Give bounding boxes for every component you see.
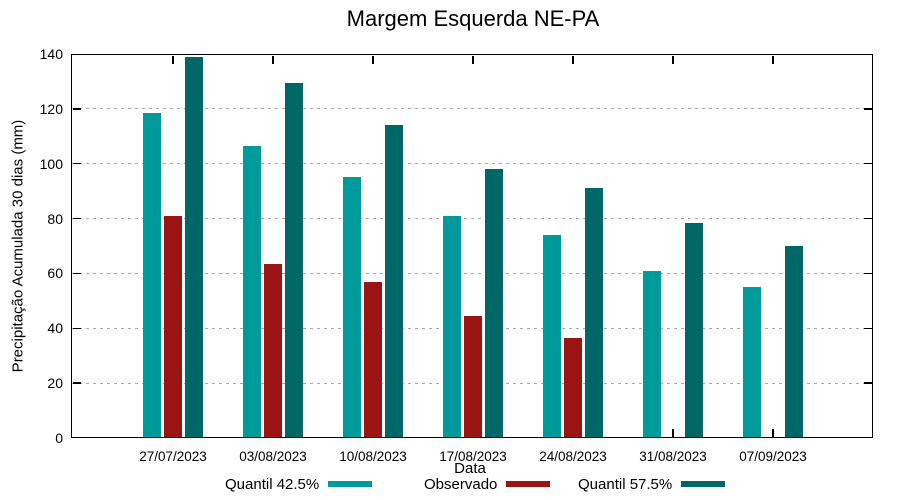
y-tick-label: 100 bbox=[39, 155, 63, 172]
y-tick-left bbox=[72, 327, 81, 330]
y-tick-left bbox=[72, 217, 81, 220]
gridline bbox=[72, 163, 872, 165]
bar-observado bbox=[264, 263, 282, 438]
y-tick-label: 0 bbox=[55, 430, 63, 446]
y-tick-label: 60 bbox=[47, 265, 63, 282]
bar-quantil-42.5- bbox=[343, 177, 361, 438]
bar-observado bbox=[464, 315, 482, 438]
x-tick-label: 07/09/2023 bbox=[739, 449, 807, 464]
x-tick-label: 10/08/2023 bbox=[339, 449, 407, 464]
x-tick-top bbox=[472, 55, 474, 64]
gridline bbox=[72, 108, 872, 110]
y-tick-label: 140 bbox=[39, 46, 63, 62]
y-tick-label: 80 bbox=[47, 210, 63, 227]
bar-quantil-42.5- bbox=[643, 270, 661, 438]
y-tick-right bbox=[863, 108, 872, 110]
x-tick-bottom bbox=[672, 428, 674, 437]
x-tick-bottom bbox=[772, 428, 774, 437]
x-tick-label: 31/08/2023 bbox=[639, 449, 707, 464]
legend-swatch bbox=[681, 481, 726, 487]
legend-item: Quantil 57.5% bbox=[578, 475, 726, 493]
legend-label: Quantil 57.5% bbox=[578, 475, 673, 493]
bar-quantil-42.5- bbox=[443, 215, 461, 438]
y-tick-left bbox=[72, 162, 81, 165]
x-tick-top bbox=[672, 55, 674, 64]
x-tick-label: 03/08/2023 bbox=[239, 449, 307, 464]
x-tick-top bbox=[572, 55, 574, 64]
plot-border bbox=[71, 54, 873, 438]
x-tick-top bbox=[272, 55, 274, 64]
bar-quantil-42.5- bbox=[743, 287, 761, 438]
bar-quantil-42.5- bbox=[243, 145, 261, 438]
y-tick-left bbox=[72, 382, 81, 384]
x-tick-label: 24/08/2023 bbox=[539, 449, 607, 464]
gridline bbox=[72, 272, 872, 274]
x-tick-top bbox=[372, 55, 374, 64]
bar-observado bbox=[364, 281, 382, 438]
x-tick-top bbox=[172, 55, 174, 64]
x-tick-top bbox=[772, 55, 774, 64]
bar-quantil-57.5- bbox=[785, 246, 803, 438]
bar-quantil-57.5- bbox=[385, 125, 403, 438]
y-tick-right bbox=[863, 382, 872, 384]
bar-quantil-57.5- bbox=[485, 169, 503, 438]
bar-quantil-57.5- bbox=[585, 188, 603, 438]
y-tick-left bbox=[72, 272, 81, 275]
legend-item: Quantil 42.5% bbox=[225, 475, 373, 493]
legend-label: Observado bbox=[424, 475, 498, 493]
gridline bbox=[72, 218, 872, 220]
y-tick-label: 120 bbox=[39, 100, 63, 117]
x-tick-label: 17/08/2023 bbox=[439, 449, 507, 464]
bar-observado bbox=[564, 337, 582, 438]
legend-swatch bbox=[328, 481, 373, 487]
chart-title: Margem Esquerda NE-PA bbox=[346, 6, 600, 31]
bar-quantil-57.5- bbox=[185, 56, 203, 438]
y-tick-right bbox=[863, 217, 872, 220]
legend-label: Quantil 42.5% bbox=[225, 475, 320, 493]
y-tick-label: 40 bbox=[47, 320, 63, 337]
x-axis-title: Data bbox=[454, 460, 486, 477]
bar-quantil-57.5- bbox=[285, 82, 303, 438]
legend-item: Observado bbox=[424, 475, 551, 493]
legend-swatch bbox=[506, 481, 551, 487]
bar-quantil-42.5- bbox=[143, 112, 161, 438]
y-tick-right bbox=[863, 327, 872, 330]
bar-quantil-42.5- bbox=[543, 235, 561, 438]
y-tick-left bbox=[72, 108, 81, 110]
x-tick-label: 27/07/2023 bbox=[139, 449, 207, 464]
y-tick-right bbox=[863, 162, 872, 165]
y-tick-right bbox=[863, 272, 872, 275]
bar-quantil-57.5- bbox=[685, 222, 703, 438]
bar-observado bbox=[164, 215, 182, 438]
y-tick-label: 20 bbox=[47, 375, 63, 392]
